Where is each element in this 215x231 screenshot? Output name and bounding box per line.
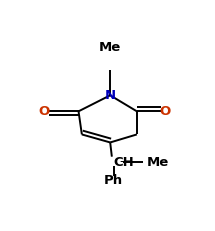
Text: N: N [105, 89, 116, 102]
Text: O: O [39, 105, 50, 118]
Text: Me: Me [147, 155, 169, 168]
Text: Me: Me [99, 41, 121, 54]
Text: Ph: Ph [104, 174, 123, 187]
Text: O: O [160, 105, 171, 118]
Text: —: — [119, 155, 133, 168]
Text: CH: CH [114, 155, 134, 168]
